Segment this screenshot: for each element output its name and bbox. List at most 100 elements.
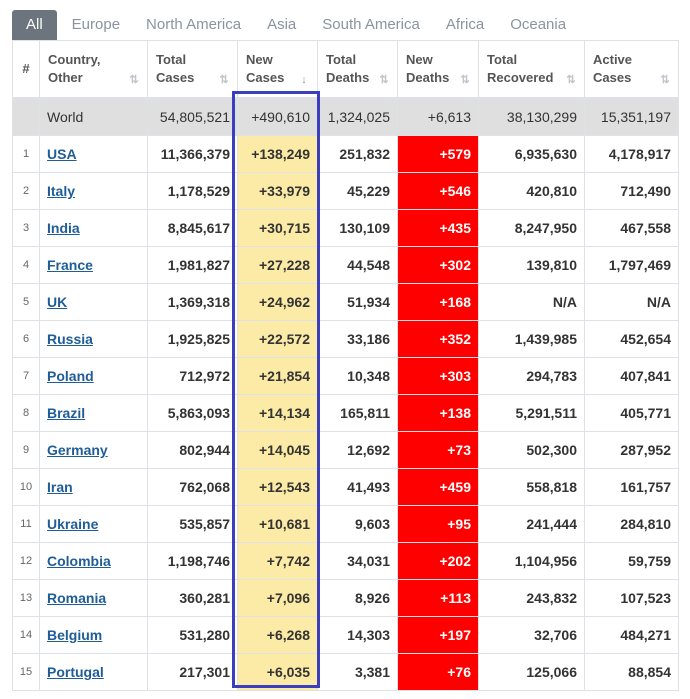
table-row: 9 Germany 802,944 +14,045 12,692 +73 502,300 28… [12, 431, 679, 469]
header-index-label: # [22, 61, 30, 77]
tab-north-america[interactable]: North America [146, 16, 242, 33]
tab-europe[interactable]: Europe [71, 16, 121, 33]
country-link[interactable]: Germany [47, 442, 108, 458]
new-cases-cell: +6,268 [237, 616, 318, 654]
tab-oceania[interactable]: Oceania [510, 16, 567, 33]
new-cases-cell: +33,979 [237, 172, 318, 210]
total-deaths-cell: 9,603 [317, 505, 398, 543]
country-link[interactable]: USA [47, 146, 77, 162]
sort-arrows-icon[interactable]: ⇅ [219, 73, 229, 86]
tab-south-america[interactable]: South America [322, 16, 420, 33]
table-row: 4 France 1,981,827 +27,228 44,548 +302 139,810… [12, 246, 679, 284]
row-index-cell: 7 [12, 357, 40, 395]
active-cases-cell: 467,558 [584, 209, 679, 247]
country-cell: Portugal [39, 653, 148, 691]
total-recovered-cell: N/A [478, 283, 585, 321]
sort-arrows-icon[interactable]: ⇅ [660, 73, 670, 86]
total-recovered-cell: 6,935,630 [478, 135, 585, 173]
new-deaths-cell: +138 [397, 394, 479, 432]
sort-desc-icon[interactable]: ↓ [301, 73, 307, 86]
new-deaths-cell: +73 [397, 431, 479, 469]
country-link[interactable]: Romania [47, 590, 107, 606]
total-recovered-cell: 5,291,511 [478, 394, 585, 432]
total-cases-cell: 360,281 [147, 579, 238, 617]
new-cases-cell: +24,962 [237, 283, 318, 321]
active-cases-cell: 287,952 [584, 431, 679, 469]
row-index-cell: 12 [12, 542, 40, 580]
header-new-cases[interactable]: New Cases ↓ [237, 40, 318, 99]
new-deaths-cell: +302 [397, 246, 479, 284]
total-cases-cell: 1,178,529 [147, 172, 238, 210]
world-active-cases-cell: 15,351,197 [584, 97, 679, 136]
country-link[interactable]: Portugal [47, 664, 104, 680]
country-link[interactable]: India [47, 220, 80, 236]
active-cases-cell: N/A [584, 283, 679, 321]
country-link[interactable]: Russia [47, 331, 93, 347]
table-row: 12 Colombia 1,198,746 +7,742 34,031 +202 1,104… [12, 542, 679, 580]
sort-arrows-icon[interactable]: ⇅ [460, 73, 470, 86]
header-new-deaths-line1: New [406, 51, 433, 67]
country-link[interactable]: Poland [47, 368, 94, 384]
country-link[interactable]: Ukraine [47, 516, 99, 532]
new-deaths-cell: +546 [397, 172, 479, 210]
sort-arrows-icon[interactable]: ⇅ [566, 73, 576, 86]
header-total-cases[interactable]: Total Cases ⇅ [147, 40, 238, 99]
header-country[interactable]: Country, Other ⇅ [39, 40, 148, 99]
total-cases-cell: 1,981,827 [147, 246, 238, 284]
country-link[interactable]: Colombia [47, 553, 111, 569]
country-cell: UK [39, 283, 148, 321]
total-deaths-cell: 41,493 [317, 468, 398, 506]
sort-arrows-icon[interactable]: ⇅ [129, 73, 139, 86]
world-total-deaths-cell: 1,324,025 [317, 97, 398, 136]
row-index-cell: 4 [12, 246, 40, 284]
country-link[interactable]: Brazil [47, 405, 86, 421]
new-deaths-cell: +579 [397, 135, 479, 173]
total-recovered-cell: 502,300 [478, 431, 585, 469]
header-active-cases[interactable]: Active Cases ⇅ [584, 40, 679, 99]
new-cases-cell: +7,096 [237, 579, 318, 617]
header-total-recovered[interactable]: Total Recovered ⇅ [478, 40, 585, 99]
header-new-cases-line2: Cases [246, 69, 285, 85]
country-link[interactable]: Italy [47, 183, 76, 199]
total-cases-cell: 11,366,379 [147, 135, 238, 173]
total-recovered-cell: 32,706 [478, 616, 585, 654]
active-cases-cell: 4,178,917 [584, 135, 679, 173]
active-cases-cell: 59,759 [584, 542, 679, 580]
total-deaths-cell: 34,031 [317, 542, 398, 580]
table-row: 8 Brazil 5,863,093 +14,134 165,811 +138 5,291,… [12, 394, 679, 432]
sort-arrows-icon[interactable]: ⇅ [379, 73, 389, 86]
country-link[interactable]: UK [47, 294, 68, 310]
new-deaths-cell: +113 [397, 579, 479, 617]
total-cases-cell: 1,369,318 [147, 283, 238, 321]
total-cases-cell: 8,845,617 [147, 209, 238, 247]
total-deaths-cell: 33,186 [317, 320, 398, 358]
header-total-deaths[interactable]: Total Deaths ⇅ [317, 40, 398, 99]
new-deaths-cell: +352 [397, 320, 479, 358]
tab-africa[interactable]: Africa [445, 16, 485, 33]
new-cases-cell: +22,572 [237, 320, 318, 358]
header-new-cases-line1: New [246, 51, 273, 67]
country-link[interactable]: France [47, 257, 93, 273]
header-total-cases-line1: Total [156, 51, 187, 67]
header-active-cases-line1: Active [593, 51, 633, 67]
new-cases-cell: +10,681 [237, 505, 318, 543]
tab-asia[interactable]: Asia [267, 16, 297, 33]
total-deaths-cell: 251,832 [317, 135, 398, 173]
country-link[interactable]: Iran [47, 479, 73, 495]
active-cases-cell: 1,797,469 [584, 246, 679, 284]
new-cases-cell: +138,249 [237, 135, 318, 173]
country-cell: Ukraine [39, 505, 148, 543]
active-cases-cell: 405,771 [584, 394, 679, 432]
country-link[interactable]: Belgium [47, 627, 103, 643]
table-row: 15 Portugal 217,301 +6,035 3,381 +76 125,066 88… [12, 653, 679, 691]
new-cases-cell: +6,035 [237, 653, 318, 691]
total-deaths-cell: 44,548 [317, 246, 398, 284]
new-deaths-cell: +168 [397, 283, 479, 321]
header-active-cases-line2: Cases [593, 69, 632, 85]
active-cases-cell: 484,271 [584, 616, 679, 654]
header-new-deaths[interactable]: New Deaths ⇅ [397, 40, 479, 99]
tab-all[interactable]: All [12, 10, 57, 40]
world-new-cases-cell: +490,610 [237, 97, 318, 136]
header-country-line2: Other [48, 69, 83, 85]
active-cases-cell: 161,757 [584, 468, 679, 506]
